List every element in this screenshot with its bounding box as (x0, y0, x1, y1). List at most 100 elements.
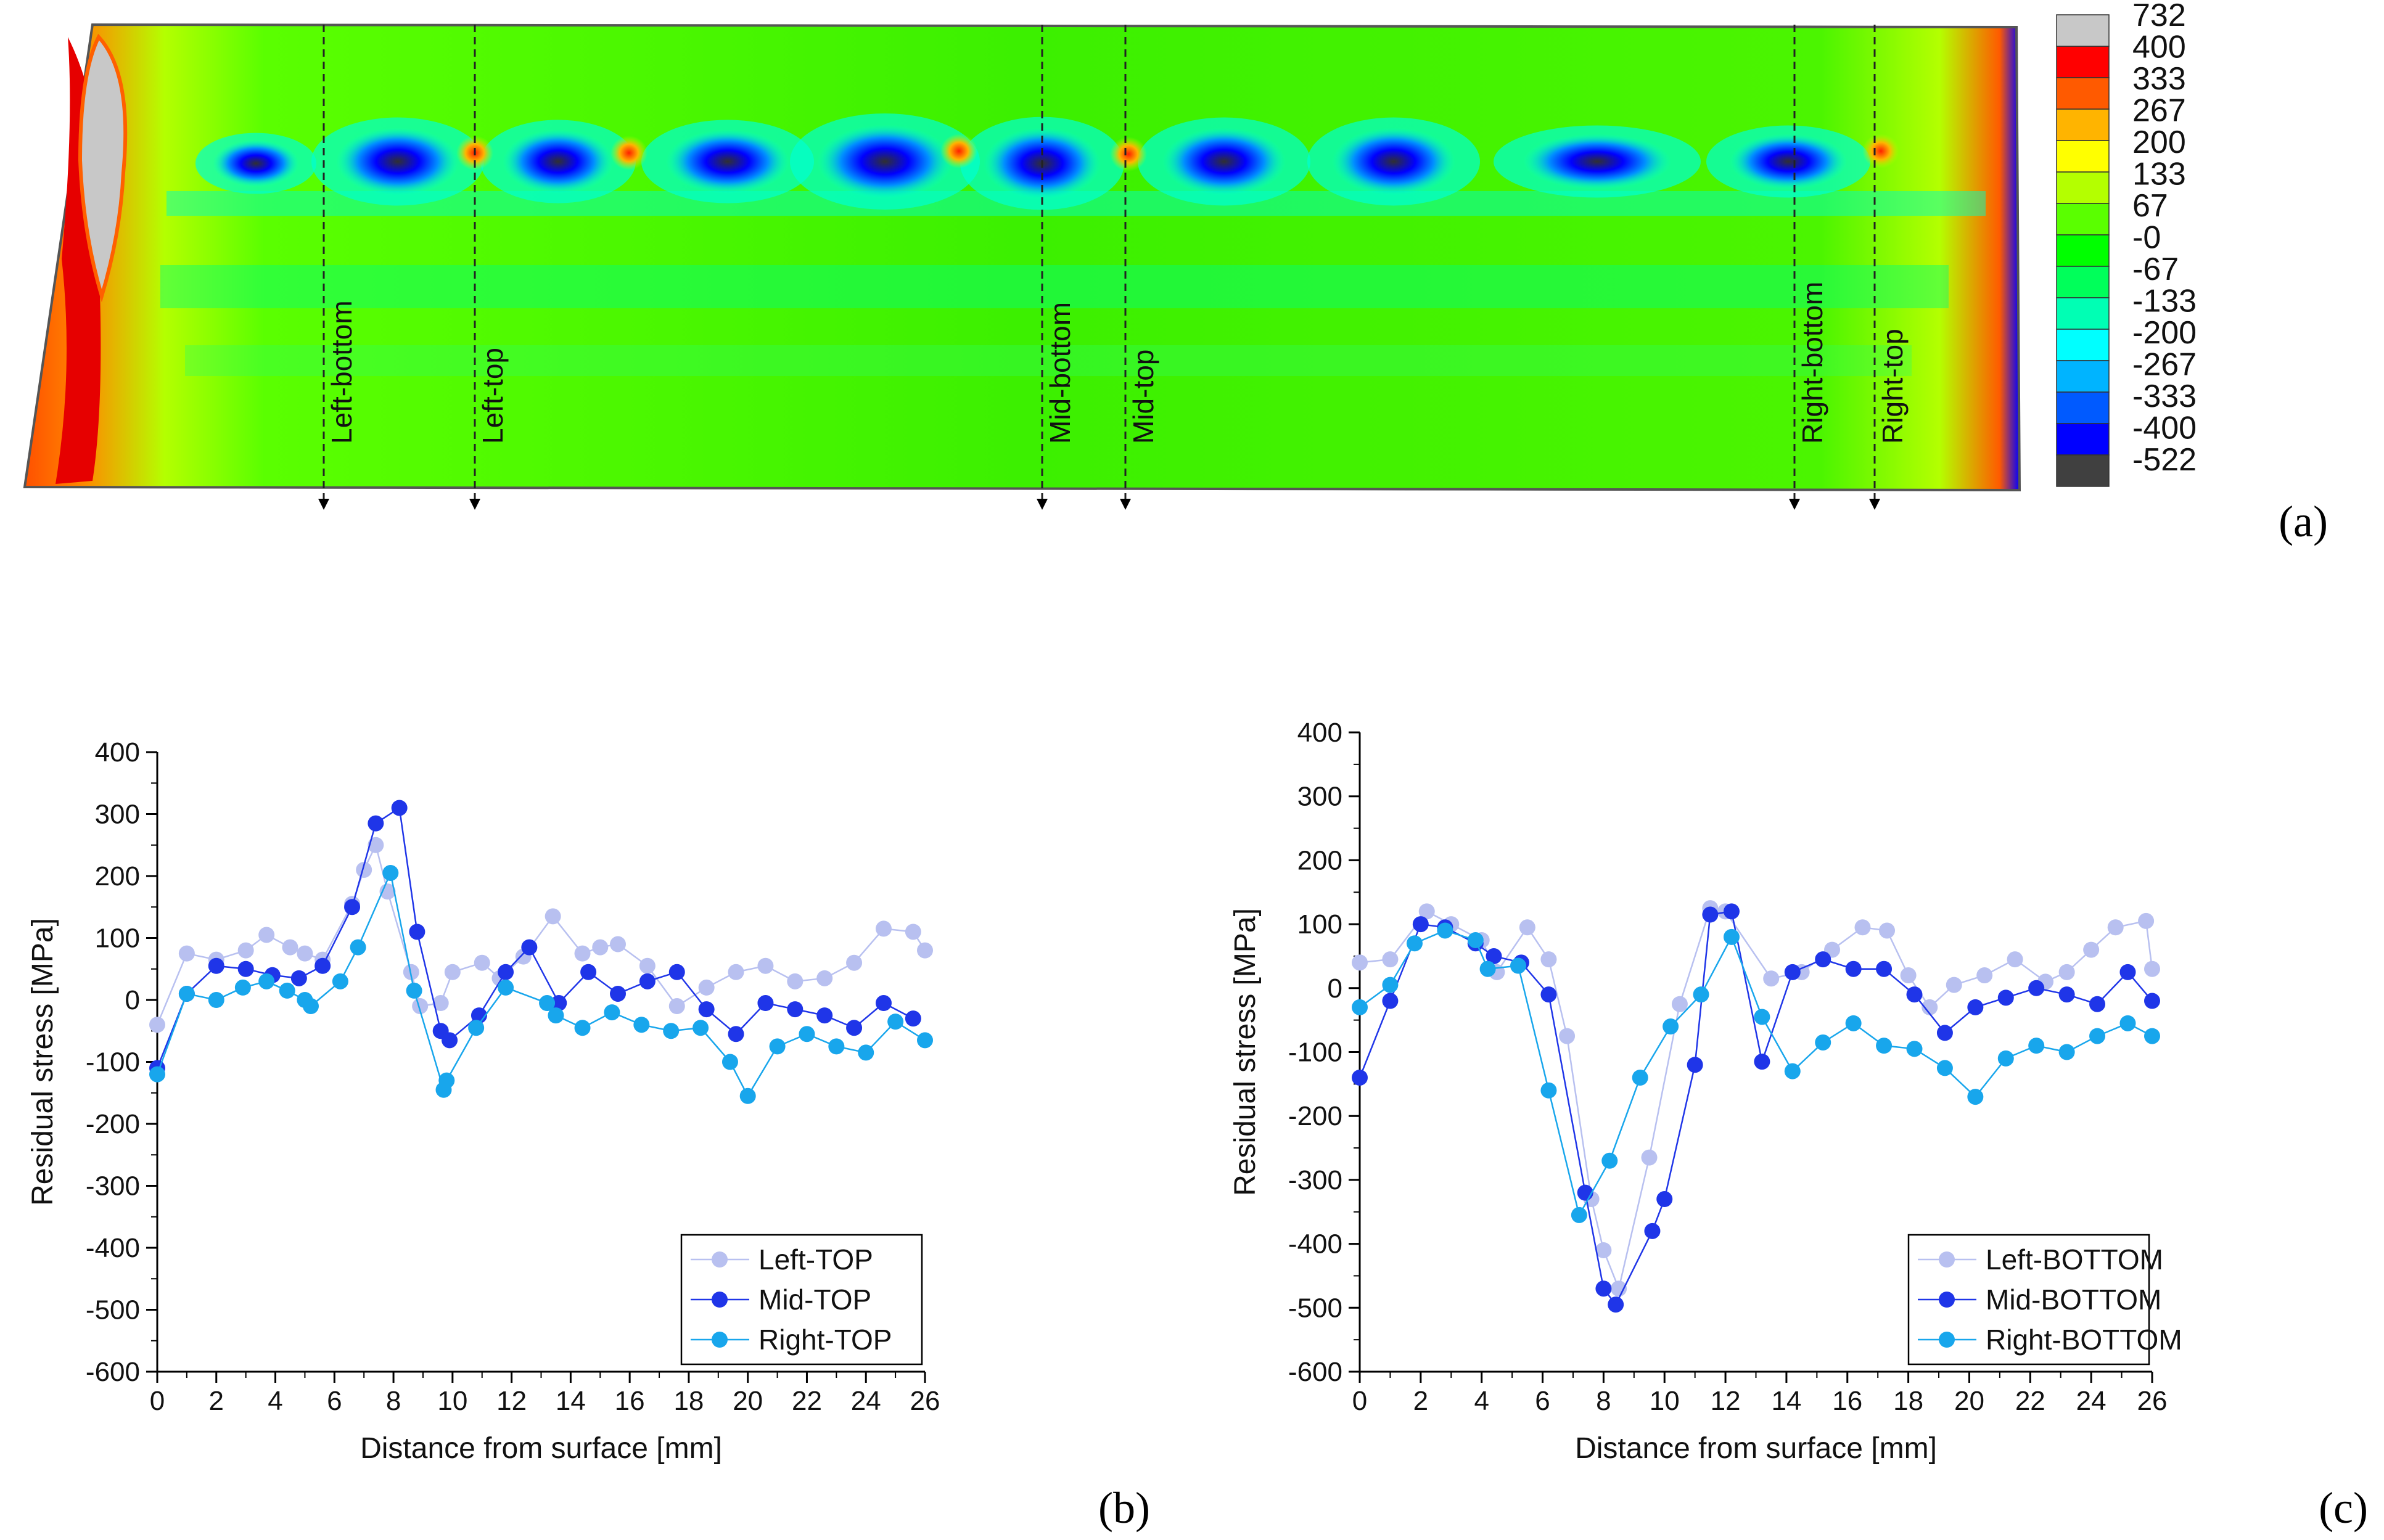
data-point (668, 998, 685, 1015)
data-point (2058, 986, 2075, 1003)
data-point (1467, 932, 1484, 949)
x-tick-label: 20 (733, 1386, 763, 1416)
y-tick-label: 300 (1297, 782, 1342, 812)
data-point (633, 1017, 650, 1033)
data-point (332, 973, 348, 989)
data-point (1540, 1082, 1557, 1099)
data-point (875, 995, 892, 1012)
legend-swatch (2056, 234, 2110, 267)
data-point (350, 939, 366, 956)
y-tick-label: 100 (1297, 909, 1342, 940)
data-point (610, 936, 626, 952)
y-tick-label: 0 (125, 985, 140, 1015)
section-lines: Left-bottom Left-top Mid-bottom Mid-top Righ… (318, 25, 1909, 510)
data-point (1922, 999, 1938, 1015)
legend-swatch (2056, 297, 2110, 330)
legend-marker (712, 1251, 728, 1268)
legend-swatch (2056, 423, 2110, 456)
legend-swatch (2056, 171, 2110, 204)
compressive-zone (666, 129, 789, 194)
data-point (178, 985, 195, 1002)
tensile-spot (940, 134, 977, 168)
data-point (1406, 935, 1423, 952)
y-tick-label: 0 (1328, 973, 1342, 1004)
data-point (1936, 1060, 1953, 1076)
data-point (1611, 1280, 1627, 1297)
x-tick-label: 26 (2137, 1386, 2168, 1416)
tensile-spot (1862, 134, 1899, 168)
data-point (2089, 1028, 2106, 1044)
legend-swatch (2056, 109, 2110, 141)
data-point (1879, 922, 1896, 939)
x-tick-label: 22 (2015, 1386, 2045, 1416)
gray-max-zone (78, 33, 128, 303)
data-point (1595, 1242, 1612, 1258)
section-label: Mid-top (1127, 350, 1159, 444)
data-point (432, 995, 449, 1012)
x-tick-label: 24 (2076, 1386, 2107, 1416)
legend-value: 400 (2132, 30, 2186, 65)
data-point (279, 982, 295, 999)
data-point (610, 985, 626, 1002)
section-label: Mid-bottom (1044, 302, 1076, 444)
x-tick-label: 6 (327, 1386, 342, 1416)
data-point (1559, 1028, 1576, 1044)
x-tick-label: 16 (1832, 1386, 1862, 1416)
data-point (663, 1023, 680, 1039)
data-point (769, 1038, 786, 1055)
data-point (258, 973, 275, 989)
data-point (2144, 960, 2160, 977)
data-point (1754, 1009, 1770, 1025)
legend-value: 732 (2132, 0, 2186, 33)
data-point (1479, 960, 1496, 977)
data-point (787, 973, 804, 989)
section-label: Left-top (477, 348, 509, 444)
compressive-zone (1332, 128, 1455, 195)
data-point (356, 861, 372, 878)
data-point (468, 1020, 485, 1036)
data-point (149, 1066, 165, 1083)
data-point (539, 995, 556, 1012)
data-point (604, 1004, 620, 1021)
compressive-zone (213, 140, 299, 187)
y-tick-label: 300 (95, 800, 140, 830)
data-point (1815, 951, 1831, 968)
data-point (551, 995, 567, 1012)
compressive-zones (195, 113, 1870, 210)
x-tick-label: 10 (1650, 1386, 1680, 1416)
compressive-zone (1162, 128, 1286, 195)
data-point (303, 998, 319, 1015)
legend-value: 333 (2132, 61, 2186, 97)
data-point (1540, 951, 1557, 968)
section-label: Right-top (1876, 329, 1909, 444)
data-point (1382, 993, 1399, 1009)
data-point (728, 964, 744, 980)
section-label: Left-bottom (326, 300, 358, 444)
data-point (2058, 1044, 2075, 1060)
compressive-zone (817, 125, 953, 199)
compressive-zone (336, 128, 459, 195)
data-point (1997, 1050, 2014, 1067)
data-point (580, 964, 597, 980)
data-point (1967, 999, 1984, 1015)
data-point (1946, 977, 1962, 993)
data-point (787, 1001, 804, 1018)
series-line (1359, 907, 2153, 1292)
data-point (382, 864, 399, 881)
data-point (2007, 951, 2023, 968)
y-tick-label: -500 (86, 1295, 140, 1325)
data-point (2119, 1015, 2136, 1031)
data-point (816, 970, 833, 986)
data-point (2144, 1028, 2160, 1044)
data-point (1754, 1054, 1770, 1070)
x-tick-label: 6 (1535, 1386, 1550, 1416)
data-point (314, 957, 331, 974)
data-point (412, 998, 429, 1015)
y-tick-label: 400 (1297, 718, 1342, 748)
x-tick-label: 20 (1954, 1386, 1984, 1416)
data-point (905, 1010, 921, 1027)
data-point (721, 1054, 738, 1070)
